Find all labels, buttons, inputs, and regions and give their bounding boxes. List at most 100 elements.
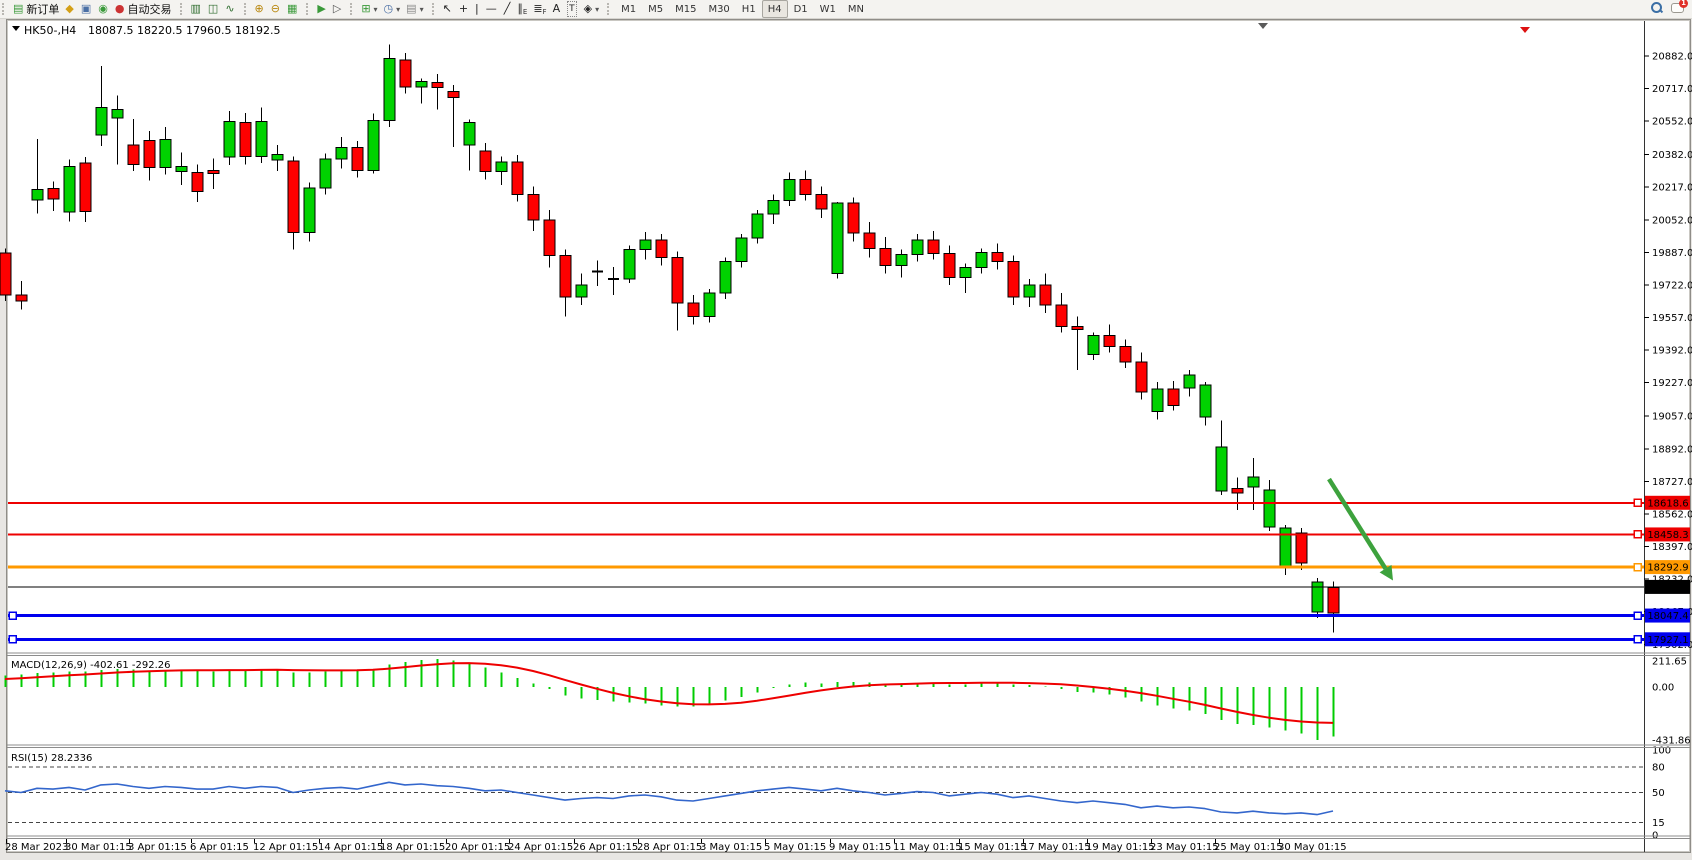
- tile-windows-button[interactable]: ▦: [284, 1, 301, 17]
- timeframe-mn[interactable]: MN: [842, 0, 870, 18]
- time-tick-label: 30 May 01:15: [1278, 842, 1347, 853]
- bullish-candle: [639, 239, 652, 251]
- toolbar-group-zoom: ⊕ ⊖ ▦: [242, 0, 305, 18]
- line-handle[interactable]: [8, 611, 17, 620]
- line-chart-button[interactable]: ∿: [222, 1, 238, 17]
- bearish-candle: [1007, 260, 1020, 298]
- price-axis[interactable]: 20882.0 20717.0 20552.0 20382.0 20217.0 20052…: [1644, 51, 1692, 651]
- templates-icon: ▤: [406, 2, 417, 15]
- horizontal-line-button[interactable]: —: [483, 1, 501, 17]
- search-button[interactable]: [1650, 1, 1663, 14]
- text-label-button[interactable]: T: [564, 1, 581, 17]
- line-handle[interactable]: [1633, 530, 1642, 539]
- toolbar-grip: [306, 3, 311, 15]
- line-handle[interactable]: [1633, 635, 1642, 644]
- text-label-icon: T: [567, 1, 577, 17]
- timeframe-h1[interactable]: H1: [736, 0, 762, 18]
- time-tick-label: 19 May 01:15: [1086, 842, 1155, 853]
- autotrading-icon: ●: [114, 2, 125, 15]
- level-price-label: [1645, 632, 1690, 647]
- indicators-button[interactable]: ⊞ ▾: [358, 1, 380, 17]
- timeframe-d1[interactable]: D1: [788, 0, 814, 18]
- bearish-candle: [1039, 284, 1052, 306]
- chart-shift-button[interactable]: ▷: [330, 1, 345, 17]
- crosshair-button[interactable]: +: [456, 1, 472, 17]
- bullish-candle: [1023, 284, 1036, 298]
- bullish-candle: [63, 166, 76, 213]
- symbol-dropdown-icon[interactable]: [12, 26, 20, 31]
- bullish-candle: [335, 147, 348, 160]
- price-tick-label: 18892.0: [1652, 444, 1692, 455]
- fibonacci-icon: ≣: [533, 2, 543, 15]
- time-tick-label: 18 Apr 01:15: [380, 842, 445, 853]
- level-price-label-text: 18618.6: [1647, 498, 1688, 509]
- bearish-candle: [1119, 345, 1132, 363]
- toolbar-group-timeframes: M1 M5 M15 M30 H1 H4 D1 W1 MN: [605, 0, 873, 18]
- chart-window-border: [6, 19, 1691, 853]
- timeframe-m5[interactable]: M5: [642, 0, 669, 18]
- chart-shift-marker[interactable]: [1258, 23, 1268, 29]
- timeframe-w1[interactable]: W1: [814, 0, 842, 18]
- time-tick-label: 12 Apr 01:15: [253, 842, 318, 853]
- bearish-candle: [15, 294, 28, 302]
- toolbar-group-scroll: ▶ ▷: [304, 0, 348, 18]
- tool-sub-letter: E: [522, 7, 528, 16]
- templates-button[interactable]: ▤ ▾: [403, 1, 426, 17]
- bearish-candle: [543, 219, 556, 257]
- notifications-button[interactable]: 1: [1671, 0, 1688, 14]
- metaeditor-icon: ▣: [80, 2, 92, 15]
- bearish-candle: [991, 252, 1004, 262]
- macd-signal-line: [4, 662, 1334, 724]
- zoom-out-button[interactable]: ⊖: [268, 1, 284, 17]
- signals-button[interactable]: ◉: [95, 1, 112, 17]
- time-tick-label: 30 Mar 01:15: [65, 842, 132, 853]
- level-price-label: [1645, 560, 1690, 575]
- line-handle[interactable]: [1633, 562, 1642, 572]
- periods-button[interactable]: ◷ ▾: [381, 1, 404, 17]
- metaeditor-button[interactable]: ▣: [78, 1, 95, 17]
- time-tick-label: 20 Apr 01:15: [445, 842, 510, 853]
- zoom-out-icon: ⊖: [270, 2, 280, 15]
- new-order-button[interactable]: ▤ 新订单: [10, 1, 62, 17]
- arrows-button[interactable]: ◈ ▾: [581, 1, 602, 17]
- bullish-candle: [223, 120, 236, 158]
- timeframe-m15[interactable]: M15: [669, 0, 702, 18]
- bearish-candle: [1327, 586, 1340, 614]
- arrow-annotation[interactable]: [1327, 477, 1393, 581]
- chart-window-border-inner: [7, 20, 1690, 852]
- timeframe-m30[interactable]: M30: [702, 0, 735, 18]
- macd-panel[interactable]: 211.65 0.00 -431.86: [4, 657, 1691, 747]
- zoom-in-button[interactable]: ⊕: [252, 1, 268, 17]
- cursor-button[interactable]: ↖: [440, 1, 456, 17]
- trendline-button[interactable]: ╱: [501, 1, 515, 17]
- dropdown-caret-icon: ▾: [373, 4, 378, 14]
- candlestick-button[interactable]: ◫: [205, 1, 222, 17]
- level-price-label: [1645, 608, 1690, 623]
- timeframe-m1[interactable]: M1: [615, 0, 642, 18]
- line-handle[interactable]: [1633, 611, 1642, 620]
- bearish-candle: [1103, 335, 1116, 347]
- candlestick-plot[interactable]: [0, 44, 1340, 633]
- text-button[interactable]: A: [550, 1, 565, 17]
- bearish-candle: [79, 162, 92, 213]
- time-tick-label: 26 Apr 01:15: [573, 842, 638, 853]
- equidistant-channel-button[interactable]: ∥ E: [514, 1, 530, 17]
- arrow-head-icon: [1379, 564, 1393, 581]
- timeframe-d1-label: D1: [793, 3, 808, 15]
- autotrading-button[interactable]: ● 自动交易: [112, 1, 175, 17]
- vertical-line-button[interactable]: |: [472, 1, 483, 17]
- bullish-candle: [255, 120, 268, 158]
- bearish-candle: [671, 257, 684, 304]
- auto-scroll-button[interactable]: ▶: [314, 1, 329, 17]
- equidistant-channel-icon: ∥: [517, 2, 523, 15]
- bullish-candle: [367, 119, 380, 171]
- chart-profiles-button[interactable]: ◆: [62, 1, 77, 17]
- macd-label: MACD(12,26,9) -402.61 -292.26: [11, 660, 171, 671]
- timeframe-h4[interactable]: H4: [761, 0, 788, 18]
- line-handle[interactable]: [1633, 498, 1642, 508]
- line-handle[interactable]: [8, 635, 17, 644]
- fibonacci-button[interactable]: ≣ F: [530, 1, 549, 17]
- bar-chart-button[interactable]: ▥: [188, 1, 205, 17]
